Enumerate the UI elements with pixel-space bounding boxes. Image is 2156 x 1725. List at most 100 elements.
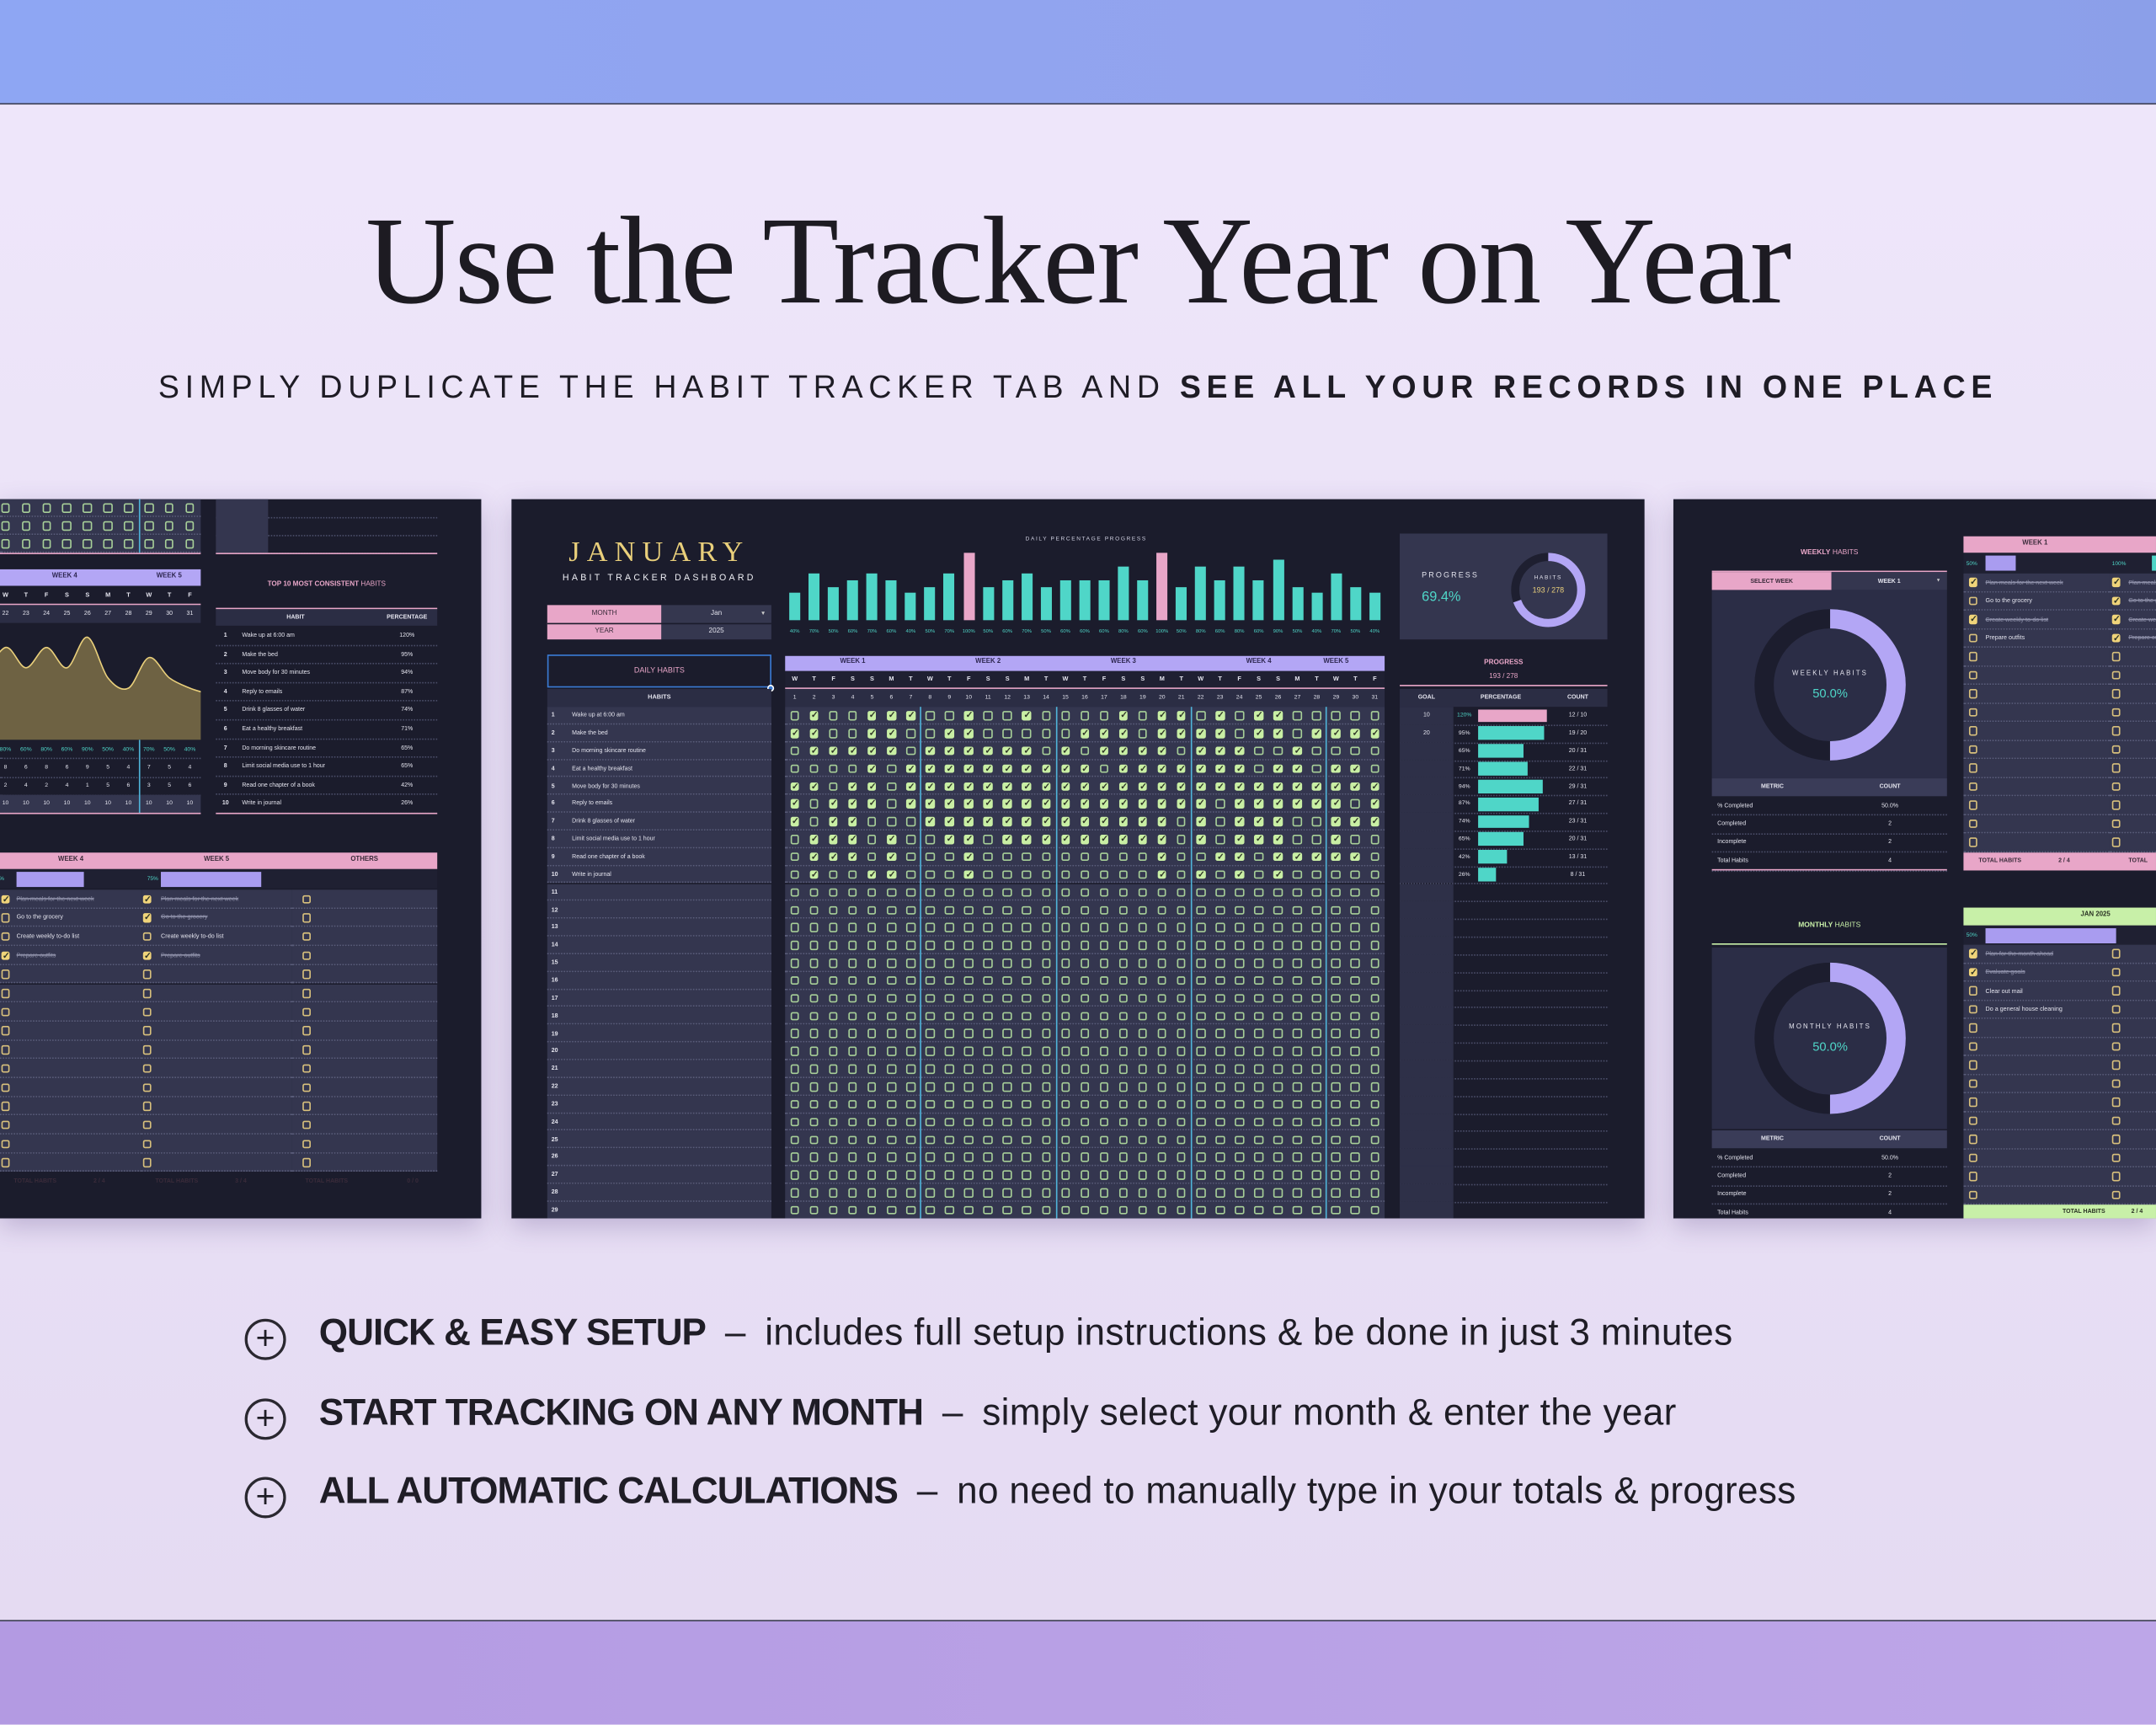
checkbox-unchecked[interactable]: [1157, 1135, 1167, 1145]
checkbox-checked[interactable]: ✓: [1080, 817, 1090, 826]
checkbox-unchecked[interactable]: [1312, 870, 1321, 879]
checkbox-unchecked[interactable]: [1118, 1046, 1129, 1056]
dropdown-caret-icon[interactable]: ▼: [1935, 577, 1941, 584]
checkbox-unchecked[interactable]: [21, 503, 31, 513]
checkbox-checked[interactable]: ✓: [1080, 729, 1090, 738]
checkbox-checked[interactable]: ✓: [1138, 817, 1148, 826]
checkbox-unchecked[interactable]: [926, 888, 935, 897]
checkbox-unchecked[interactable]: [1351, 1205, 1360, 1215]
checkbox-unchecked[interactable]: [1080, 1188, 1090, 1198]
checkbox-unchecked[interactable]: [1235, 1046, 1244, 1056]
checkbox-unchecked[interactable]: [1351, 888, 1360, 897]
checkbox-unchecked[interactable]: [1351, 870, 1360, 879]
checkbox-unchecked[interactable]: [790, 870, 799, 879]
checkbox-unchecked[interactable]: [1312, 1012, 1321, 1021]
checkbox-unchecked[interactable]: [887, 1046, 896, 1056]
checkbox-unchecked[interactable]: [1041, 1152, 1051, 1162]
checkbox-checked[interactable]: ✓: [1022, 782, 1032, 791]
checkbox-unchecked[interactable]: [1022, 852, 1032, 862]
checkbox-checked[interactable]: ✓: [1177, 729, 1187, 738]
checkbox-unchecked[interactable]: [809, 959, 819, 968]
checkbox-unchecked[interactable]: [1060, 905, 1070, 915]
checkbox-unchecked[interactable]: [1099, 1081, 1109, 1092]
checkbox-checked[interactable]: ✓: [1351, 729, 1360, 738]
checkbox-unchecked[interactable]: [1312, 1170, 1321, 1180]
checkbox-unchecked[interactable]: [1041, 1064, 1051, 1074]
checkbox-unchecked[interactable]: [1138, 1028, 1148, 1039]
checkbox-unchecked[interactable]: [41, 521, 51, 531]
checkbox-unchecked[interactable]: [963, 1046, 974, 1056]
checkbox-unchecked[interactable]: [1177, 1081, 1187, 1092]
checkbox-checked[interactable]: ✓: [1293, 799, 1302, 809]
checkbox-unchecked[interactable]: [906, 817, 915, 826]
checkbox-unchecked[interactable]: [983, 1188, 993, 1198]
checkbox-checked[interactable]: ✓: [963, 852, 974, 862]
checkbox-unchecked[interactable]: [1177, 888, 1187, 897]
checkbox-unchecked[interactable]: [926, 994, 935, 1003]
checkbox-unchecked[interactable]: [1235, 1188, 1244, 1198]
checkbox-checked[interactable]: ✓: [1118, 729, 1129, 738]
checkbox-unchecked[interactable]: [1118, 1135, 1129, 1145]
checkbox-unchecked[interactable]: [1312, 1028, 1321, 1039]
checkbox-unchecked[interactable]: [1099, 870, 1109, 879]
checkbox-unchecked[interactable]: [926, 1117, 935, 1127]
checkbox-unchecked[interactable]: [2111, 1079, 2121, 1089]
checkbox-unchecked[interactable]: [1351, 941, 1360, 950]
checkbox-unchecked[interactable]: [1273, 905, 1283, 915]
checkbox-unchecked[interactable]: [1, 1120, 10, 1130]
checkbox-unchecked[interactable]: [1215, 888, 1225, 897]
checkbox-checked[interactable]: ✓: [963, 799, 974, 809]
checkbox-checked[interactable]: ✓: [829, 817, 838, 826]
checkbox-checked[interactable]: ✓: [1312, 799, 1321, 809]
checkbox-unchecked[interactable]: [1022, 1117, 1032, 1127]
checkbox-unchecked[interactable]: [887, 1064, 896, 1074]
checkbox-checked[interactable]: ✓: [1157, 799, 1167, 809]
checkbox-checked[interactable]: ✓: [1196, 799, 1206, 809]
checkbox-unchecked[interactable]: [1157, 1046, 1167, 1056]
checkbox-unchecked[interactable]: [867, 1188, 877, 1198]
checkbox-unchecked[interactable]: [1293, 729, 1302, 738]
checkbox-unchecked[interactable]: [1196, 852, 1206, 862]
checkbox-unchecked[interactable]: [1312, 959, 1321, 968]
checkbox-unchecked[interactable]: [1002, 729, 1012, 738]
checkbox-checked[interactable]: ✓: [1118, 764, 1129, 773]
checkbox-checked[interactable]: ✓: [1157, 870, 1167, 879]
checkbox-unchecked[interactable]: [809, 1135, 819, 1145]
checkbox-unchecked[interactable]: [809, 1012, 819, 1021]
checkbox-unchecked[interactable]: [2111, 1172, 2121, 1182]
checkbox-unchecked[interactable]: [1370, 1117, 1380, 1127]
checkbox-unchecked[interactable]: [963, 1117, 974, 1127]
checkbox-unchecked[interactable]: [1080, 870, 1090, 879]
checkbox-unchecked[interactable]: [1196, 976, 1206, 985]
checkbox-unchecked[interactable]: [790, 852, 799, 862]
checkbox-checked[interactable]: ✓: [1254, 799, 1263, 809]
checkbox-unchecked[interactable]: [926, 1012, 935, 1021]
checkbox-unchecked[interactable]: [1293, 941, 1302, 950]
checkbox-unchecked[interactable]: [1293, 923, 1302, 932]
checkbox-unchecked[interactable]: [790, 976, 799, 985]
checkbox-unchecked[interactable]: [1060, 729, 1070, 738]
checkbox-unchecked[interactable]: [1080, 959, 1090, 968]
checkbox-unchecked[interactable]: [1196, 941, 1206, 950]
checkbox-unchecked[interactable]: [790, 923, 799, 932]
checkbox-unchecked[interactable]: [1370, 870, 1380, 879]
checkbox-unchecked[interactable]: [1370, 711, 1380, 720]
checkbox-checked[interactable]: ✓: [906, 799, 915, 809]
checkbox-unchecked[interactable]: [1060, 959, 1070, 968]
checkbox-checked[interactable]: ✓: [963, 729, 974, 738]
checkbox-unchecked[interactable]: [1138, 1152, 1148, 1162]
checkbox-unchecked[interactable]: [1968, 837, 1978, 847]
checkbox-unchecked[interactable]: [887, 1099, 896, 1109]
checkbox-checked[interactable]: ✓: [1351, 817, 1360, 826]
checkbox-unchecked[interactable]: [829, 711, 838, 720]
checkbox-unchecked[interactable]: [1235, 711, 1244, 720]
checkbox-unchecked[interactable]: [809, 923, 819, 932]
checkbox-unchecked[interactable]: [926, 941, 935, 950]
checkbox-unchecked[interactable]: [1080, 1081, 1090, 1092]
checkbox-unchecked[interactable]: [1312, 1046, 1321, 1056]
checkbox-unchecked[interactable]: [1157, 941, 1167, 950]
checkbox-unchecked[interactable]: [1177, 746, 1187, 756]
checkbox-unchecked[interactable]: [185, 521, 195, 531]
checkbox-unchecked[interactable]: [1, 1139, 10, 1149]
checkbox-unchecked[interactable]: [2111, 652, 2121, 662]
